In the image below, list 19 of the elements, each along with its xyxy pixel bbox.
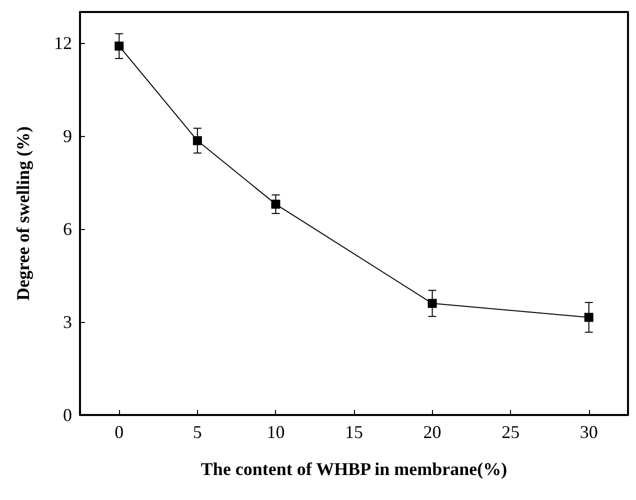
- x-tick-label: 15: [345, 422, 363, 442]
- y-tick-label: 9: [63, 126, 72, 146]
- x-tick-label: 5: [192, 422, 202, 442]
- point: [584, 312, 594, 322]
- point: [271, 200, 280, 209]
- y-tick-label: 6: [63, 219, 72, 239]
- y-tick-label: 12: [54, 33, 72, 53]
- y-axis-title: Degree of swelling (%): [13, 126, 33, 301]
- y-tick-label: 3: [63, 312, 72, 332]
- x-tick-label: 25: [502, 422, 520, 442]
- x-tick-label: 20: [423, 422, 442, 442]
- point: [114, 42, 124, 51]
- x-tick-label: 10: [266, 422, 285, 442]
- point: [428, 298, 437, 308]
- x-tick-label: 0: [114, 422, 124, 442]
- x-axis-title: The content of WHBP in membrane(%): [200, 459, 508, 479]
- x-tick-label: 30: [580, 422, 598, 442]
- point: [192, 136, 202, 146]
- y-tick-label: 0: [63, 405, 72, 425]
